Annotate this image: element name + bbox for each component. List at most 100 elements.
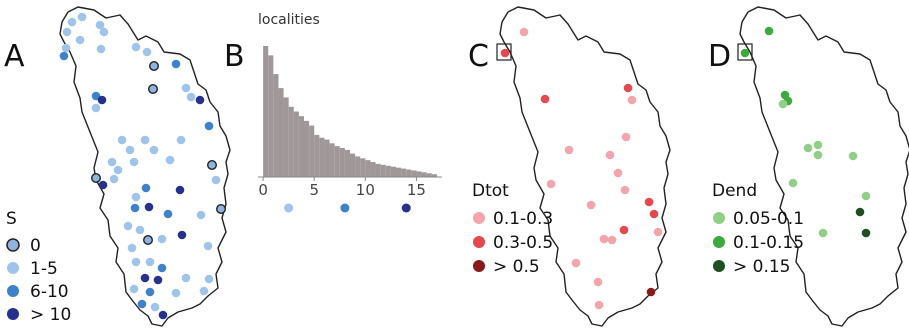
histogram-bar: [319, 137, 325, 177]
locality-dot: [619, 225, 629, 235]
locality-dot: [171, 288, 181, 298]
locality-dot: [137, 299, 147, 309]
locality-dot: [129, 284, 139, 294]
panel-label-c: C: [468, 39, 489, 74]
locality-dot: [99, 27, 109, 37]
histogram-bar: [355, 156, 361, 177]
legend-label-dtot-2: 0.3-0.5: [493, 233, 553, 253]
x-axis-ticks: 0 5 10 15: [258, 177, 426, 199]
locality-dot: [140, 273, 150, 283]
histogram-bar: [329, 143, 335, 177]
locality-dot: [176, 135, 186, 145]
locality-dot: [803, 143, 813, 153]
locality-dots-a: [59, 12, 226, 320]
histogram-bar: [268, 55, 274, 177]
locality-dot: [90, 172, 101, 183]
locality-dot: [175, 185, 185, 195]
locality-dot: [195, 95, 205, 105]
locality-dot: [199, 286, 209, 296]
histogram-bar: [344, 149, 350, 177]
locality-dot: [215, 203, 226, 214]
locality-dot: [613, 168, 623, 178]
locality-dot: [186, 92, 196, 102]
locality-dot: [61, 43, 71, 53]
panel-b: B localities 0 5 10 15: [224, 12, 442, 213]
locality-dot: [500, 48, 510, 58]
histogram-bar: [360, 158, 366, 177]
legend-swatch-0: [6, 238, 20, 252]
histogram-bar: [273, 74, 279, 177]
locality-dot: [599, 234, 609, 244]
histogram-bar: [370, 162, 376, 177]
locality-dot: [818, 228, 828, 238]
locality-dot: [96, 44, 106, 54]
histogram-bar: [293, 111, 299, 177]
histogram-bar: [365, 160, 371, 177]
inset-box-c: [496, 43, 512, 61]
locality-dot: [157, 234, 167, 244]
locality-dot: [206, 159, 217, 170]
histogram-bar: [426, 173, 432, 177]
locality-dot: [145, 287, 155, 297]
legend-label-dend-1: 0.05-0.1: [733, 209, 804, 229]
locality-dot: [123, 221, 133, 231]
locality-dot: [62, 27, 72, 37]
locality-dot: [67, 17, 77, 27]
locality-dot: [157, 263, 167, 273]
locality-dot: [778, 99, 788, 109]
locality-dot: [623, 83, 633, 93]
histogram-bar: [314, 134, 320, 177]
x-tick-label: 0: [258, 181, 268, 199]
panel-label-b: B: [224, 39, 245, 74]
locality-dot: [131, 192, 141, 202]
locality-dot: [586, 200, 596, 210]
locality-dot: [181, 273, 191, 283]
locality-dot: [621, 132, 631, 142]
histogram-bar: [401, 168, 407, 177]
legend-swatch-dend-2: [713, 236, 725, 248]
histogram-bar: [416, 171, 422, 177]
legend-swatch-gt10: [7, 308, 19, 320]
legend-swatch-1-5: [7, 262, 19, 274]
locality-dot: [144, 202, 154, 212]
locality-dot: [130, 203, 140, 213]
histogram-bar: [396, 167, 402, 177]
legend-swatch-dend-1: [713, 212, 725, 224]
histogram-marker-dot: [340, 203, 350, 213]
locality-dot: [593, 277, 603, 287]
histogram-bar: [411, 170, 417, 177]
legend-swatch-dtot-3: [473, 260, 485, 272]
locality-dot: [653, 227, 663, 237]
locality-dot: [646, 287, 656, 297]
legend-label-6-10: 6-10: [30, 282, 69, 302]
locality-dot: [109, 174, 119, 184]
locality-dot: [211, 175, 221, 185]
locality-dot: [813, 140, 823, 150]
locality-dot: [153, 275, 163, 285]
locality-dot: [861, 191, 871, 201]
panel-label-d: D: [708, 39, 731, 74]
locality-dot: [571, 258, 581, 268]
locality-dot: [107, 157, 117, 167]
legend-label-0: 0: [30, 236, 41, 256]
histogram-bar: [385, 165, 391, 177]
locality-dot: [141, 183, 151, 193]
histogram-bars: [263, 46, 437, 177]
locality-dot: [764, 26, 774, 36]
histogram-bar: [298, 116, 304, 177]
locality-dot: [594, 300, 604, 310]
locality-dot: [855, 207, 865, 217]
locality-dot: [75, 35, 85, 45]
histogram-bar: [324, 139, 330, 177]
locality-dot: [98, 180, 108, 190]
locality-dot: [740, 48, 750, 58]
locality-dot: [140, 135, 150, 145]
locality-dot: [150, 302, 160, 312]
locality-dot: [540, 94, 550, 104]
legend-s-title: S: [6, 209, 17, 229]
locality-dot: [607, 235, 617, 245]
locality-dot: [77, 12, 87, 22]
panel-label-a: A: [4, 39, 25, 74]
locality-dot: [813, 150, 823, 160]
